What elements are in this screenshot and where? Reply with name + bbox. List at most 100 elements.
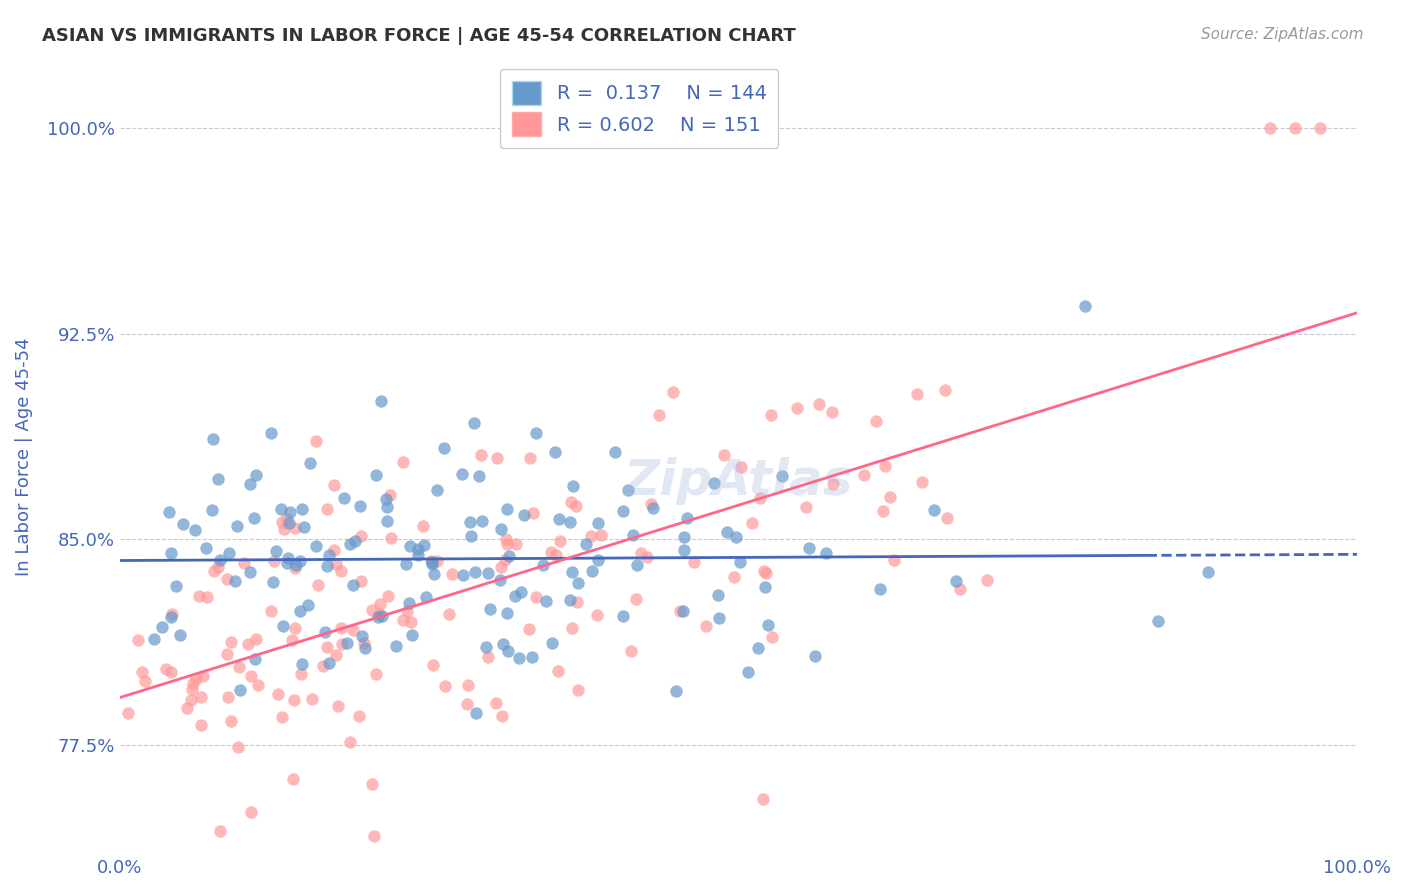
Point <box>665 684 688 698</box>
Point <box>316 501 339 516</box>
Point <box>491 708 513 723</box>
Point <box>371 609 394 624</box>
Legend: R =  0.137    N = 144, R = 0.602    N = 151: R = 0.137 N = 144, R = 0.602 N = 151 <box>501 70 779 148</box>
Point <box>290 666 312 681</box>
Point <box>565 499 588 513</box>
Point <box>195 590 218 604</box>
Point <box>581 564 603 578</box>
Point <box>297 598 319 612</box>
Point <box>176 701 198 715</box>
Point <box>284 561 307 575</box>
Point <box>344 533 367 548</box>
Point <box>492 638 515 652</box>
Point <box>456 698 478 712</box>
Point <box>299 456 322 470</box>
Point <box>451 467 474 482</box>
Point <box>728 555 751 569</box>
Point <box>262 575 284 590</box>
Point <box>426 554 449 568</box>
Point <box>333 491 356 505</box>
Point <box>807 396 830 410</box>
Point <box>166 579 188 593</box>
Point <box>752 564 775 578</box>
Point <box>190 718 212 732</box>
Point <box>730 460 752 475</box>
Point <box>284 521 307 535</box>
Point <box>520 650 543 665</box>
Point <box>350 574 373 588</box>
Point <box>683 555 706 569</box>
Point <box>368 597 391 611</box>
Point <box>441 566 464 581</box>
Point <box>470 448 492 462</box>
Point <box>217 690 239 705</box>
Point <box>1309 121 1331 136</box>
Point <box>378 488 401 502</box>
Point <box>495 532 517 546</box>
Point <box>548 512 571 526</box>
Point <box>451 567 474 582</box>
Point <box>547 664 569 678</box>
Point <box>301 692 323 706</box>
Point <box>347 709 370 723</box>
Point <box>284 621 307 635</box>
Point <box>325 648 347 662</box>
Point <box>581 529 603 543</box>
Point <box>415 590 437 604</box>
Point <box>565 595 588 609</box>
Point <box>184 523 207 537</box>
Point <box>976 574 998 588</box>
Point <box>281 772 304 786</box>
Point <box>353 636 375 650</box>
Point <box>494 553 516 567</box>
Point <box>522 506 544 520</box>
Text: ZipAtlas: ZipAtlas <box>624 457 853 505</box>
Point <box>548 534 571 549</box>
Point <box>277 551 299 566</box>
Point <box>945 574 967 588</box>
Point <box>531 558 554 573</box>
Point <box>162 607 184 622</box>
Point <box>640 497 662 511</box>
Point <box>271 515 294 529</box>
Point <box>457 678 479 692</box>
Point <box>749 491 772 506</box>
Point <box>157 505 180 519</box>
Point <box>260 604 283 618</box>
Point <box>245 468 267 483</box>
Point <box>485 697 508 711</box>
Point <box>869 582 891 597</box>
Point <box>935 511 957 525</box>
Point <box>208 553 231 567</box>
Point <box>439 607 461 621</box>
Point <box>380 531 402 545</box>
Point <box>498 549 520 564</box>
Point <box>513 508 536 522</box>
Point <box>1074 299 1097 313</box>
Point <box>475 640 498 654</box>
Point <box>560 494 582 508</box>
Point <box>217 647 239 661</box>
Point <box>524 591 547 605</box>
Point <box>422 657 444 672</box>
Point <box>323 542 346 557</box>
Point <box>486 450 509 465</box>
Point <box>524 425 547 440</box>
Point <box>873 459 896 474</box>
Point <box>243 652 266 666</box>
Point <box>508 650 530 665</box>
Point <box>270 502 292 516</box>
Point <box>741 516 763 530</box>
Point <box>540 545 562 559</box>
Point <box>375 500 398 514</box>
Point <box>562 478 585 492</box>
Point <box>217 572 239 586</box>
Text: ASIAN VS IMMIGRANTS IN LABOR FORCE | AGE 45-54 CORRELATION CHART: ASIAN VS IMMIGRANTS IN LABOR FORCE | AGE… <box>42 27 796 45</box>
Point <box>412 518 434 533</box>
Point <box>636 549 658 564</box>
Point <box>626 558 648 572</box>
Point <box>673 542 696 557</box>
Point <box>672 604 695 618</box>
Point <box>361 777 384 791</box>
Point <box>586 553 609 567</box>
